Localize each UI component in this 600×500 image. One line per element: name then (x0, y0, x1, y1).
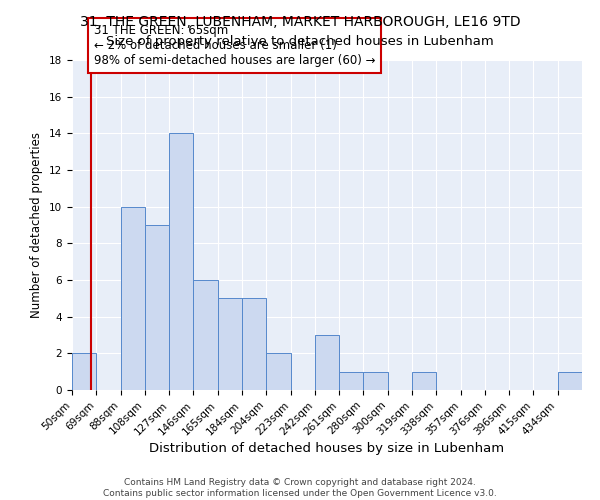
Bar (242, 298, 266, 390)
Bar (121, 206, 145, 390)
Bar (72, 354, 96, 390)
Text: Contains HM Land Registry data © Crown copyright and database right 2024.
Contai: Contains HM Land Registry data © Crown c… (103, 478, 497, 498)
Bar (266, 354, 290, 390)
Bar (412, 372, 436, 390)
Bar (169, 134, 193, 390)
Text: Size of property relative to detached houses in Lubenham: Size of property relative to detached ho… (106, 35, 494, 48)
Bar (339, 372, 364, 390)
Bar (218, 298, 242, 390)
Bar (193, 280, 218, 390)
Text: 31, THE GREEN, LUBENHAM, MARKET HARBOROUGH, LE16 9TD: 31, THE GREEN, LUBENHAM, MARKET HARBOROU… (80, 15, 520, 29)
Bar (145, 225, 169, 390)
Bar (364, 372, 388, 390)
X-axis label: Distribution of detached houses by size in Lubenham: Distribution of detached houses by size … (149, 442, 505, 455)
Bar (315, 335, 339, 390)
Text: 31 THE GREEN: 65sqm
← 2% of detached houses are smaller (1)
98% of semi-detached: 31 THE GREEN: 65sqm ← 2% of detached hou… (94, 24, 375, 68)
Bar (558, 372, 582, 390)
Y-axis label: Number of detached properties: Number of detached properties (31, 132, 43, 318)
